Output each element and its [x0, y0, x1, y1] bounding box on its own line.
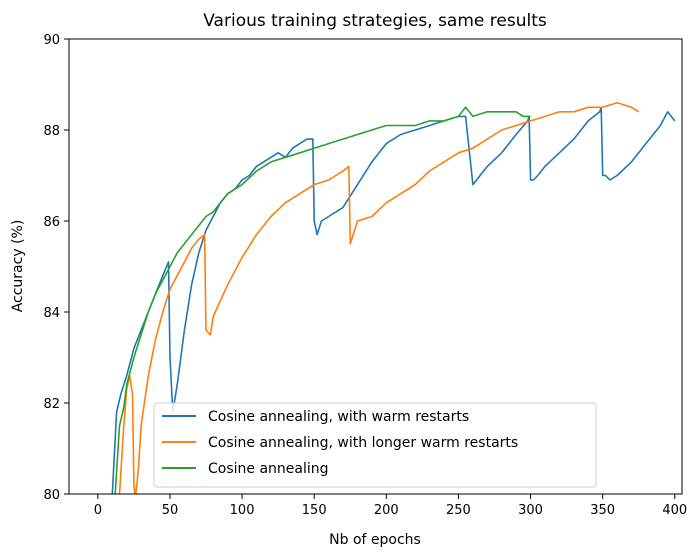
series-line-2: [118, 101, 640, 494]
legend-label-2: Cosine annealing, with longer warm resta…: [208, 435, 518, 451]
x-tick-label: 50: [162, 503, 179, 518]
legend: Cosine annealing, with warm restarts Cosi…: [153, 402, 597, 488]
legend-label-1: Cosine annealing, with warm restarts: [208, 409, 469, 425]
legend-label-3: Cosine annealing: [208, 461, 329, 477]
x-tick-label: 150: [302, 503, 327, 518]
x-tick-label: 300: [518, 503, 543, 518]
y-tick-label: 86: [43, 215, 60, 230]
x-tick-label: 400: [662, 503, 687, 518]
series-line-3: [114, 106, 531, 494]
x-tick-label: 100: [230, 503, 255, 518]
x-axis-label: Nb of epochs: [329, 532, 421, 548]
y-tick-label: 90: [43, 33, 60, 48]
y-tick-label: 84: [43, 306, 60, 321]
x-tick-label: 0: [94, 503, 102, 518]
x-tick-label: 200: [374, 503, 399, 518]
y-axis-label: Accuracy (%): [10, 220, 26, 313]
legend-box: [153, 402, 597, 488]
y-tick-label: 80: [43, 488, 60, 503]
x-tick-label: 250: [446, 503, 471, 518]
chart-title: Various training strategies, same result…: [203, 11, 547, 31]
series-line-1: [111, 106, 676, 494]
plot-frame: [68, 38, 683, 495]
y-tick-label: 82: [43, 397, 60, 412]
y-tick-label: 88: [43, 124, 60, 139]
x-tick-label: 350: [590, 503, 615, 518]
